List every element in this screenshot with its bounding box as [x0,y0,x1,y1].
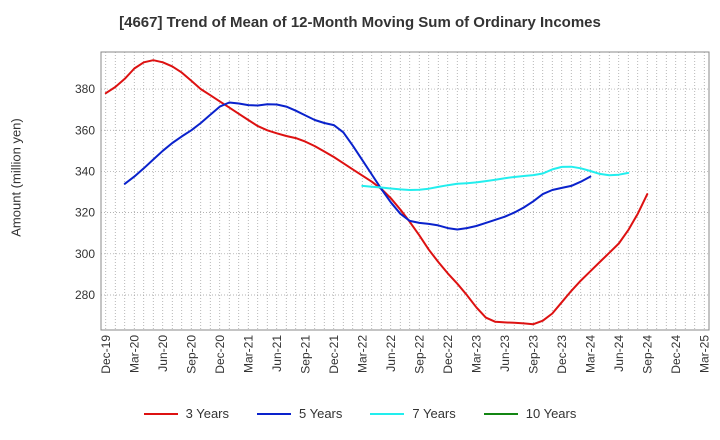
legend-swatch [370,412,405,415]
y-tick-label: 300 [75,247,95,261]
legend-item: 10 Years [483,406,577,421]
x-tick-label: Mar-23 [469,335,483,373]
plot-area [100,51,710,331]
x-tick-label: Jun-23 [498,335,512,372]
x-tick-label: Mar-24 [583,335,597,373]
x-tick-label: Sep-22 [412,335,426,374]
x-tick-label: Sep-21 [298,335,312,374]
legend-swatch [257,412,291,415]
series-layer [104,59,649,326]
x-tick-label: Dec-22 [441,335,455,374]
legend-item: 5 Years [257,406,342,421]
x-tick-label: Sep-23 [526,335,540,374]
legend-label: 10 Years [525,406,577,421]
y-tick-label: 320 [75,206,95,220]
x-tick-label: Dec-20 [213,335,227,374]
x-tick-label: Mar-25 [697,335,711,373]
x-tick-label: Dec-23 [555,335,569,374]
y-tick-label: 380 [75,82,95,96]
legend: 3 Years 5 Years 7 Years 10 Years [0,406,720,421]
x-tick-label: Jun-24 [612,335,626,372]
y-tick-label: 360 [75,123,95,137]
series-line-3-years [104,59,649,326]
x-tick-label: Jun-22 [384,335,398,372]
legend-label: 5 Years [299,406,343,421]
legend-item: 7 Years [370,406,456,421]
x-tick-label: Sep-24 [640,335,654,374]
legend-item: 3 Years [143,406,229,421]
x-tick-label: Mar-20 [127,335,141,373]
x-tick-label: Sep-20 [184,335,198,374]
vertical-gridlines [105,52,705,330]
y-tick-label: 340 [75,164,95,178]
horizontal-gridlines [101,88,709,296]
legend-label: 3 Years [185,406,229,421]
x-tick-labels: Dec-19 Mar-20 Jun-20 Sep-20 Dec-20 Mar-21 Jun-… [99,335,712,374]
legend-swatch [483,412,518,415]
series-line-5-years [123,101,592,231]
x-tick-label: Mar-21 [241,335,255,373]
x-tick-label: Dec-21 [327,335,341,374]
line-chart: 280 300 320 340 360 380 Dec-19 Mar-20 Jun-20 Sep… [75,51,712,374]
series-line-7-years [361,165,630,191]
x-tick-label: Jun-21 [270,335,284,372]
x-tick-label: Mar-22 [355,335,369,373]
chart-title: [4667] Trend of Mean of 12-Month Moving … [119,14,601,31]
legend-swatch [143,412,178,415]
y-tick-label: 280 [75,288,95,302]
y-tick-labels: 280 300 320 340 360 380 [75,82,95,302]
x-tick-label: Dec-24 [669,335,683,374]
x-tick-label: Jun-20 [156,335,170,372]
legend-label: 7 Years [412,406,456,421]
x-tick-label: Dec-19 [99,335,113,374]
